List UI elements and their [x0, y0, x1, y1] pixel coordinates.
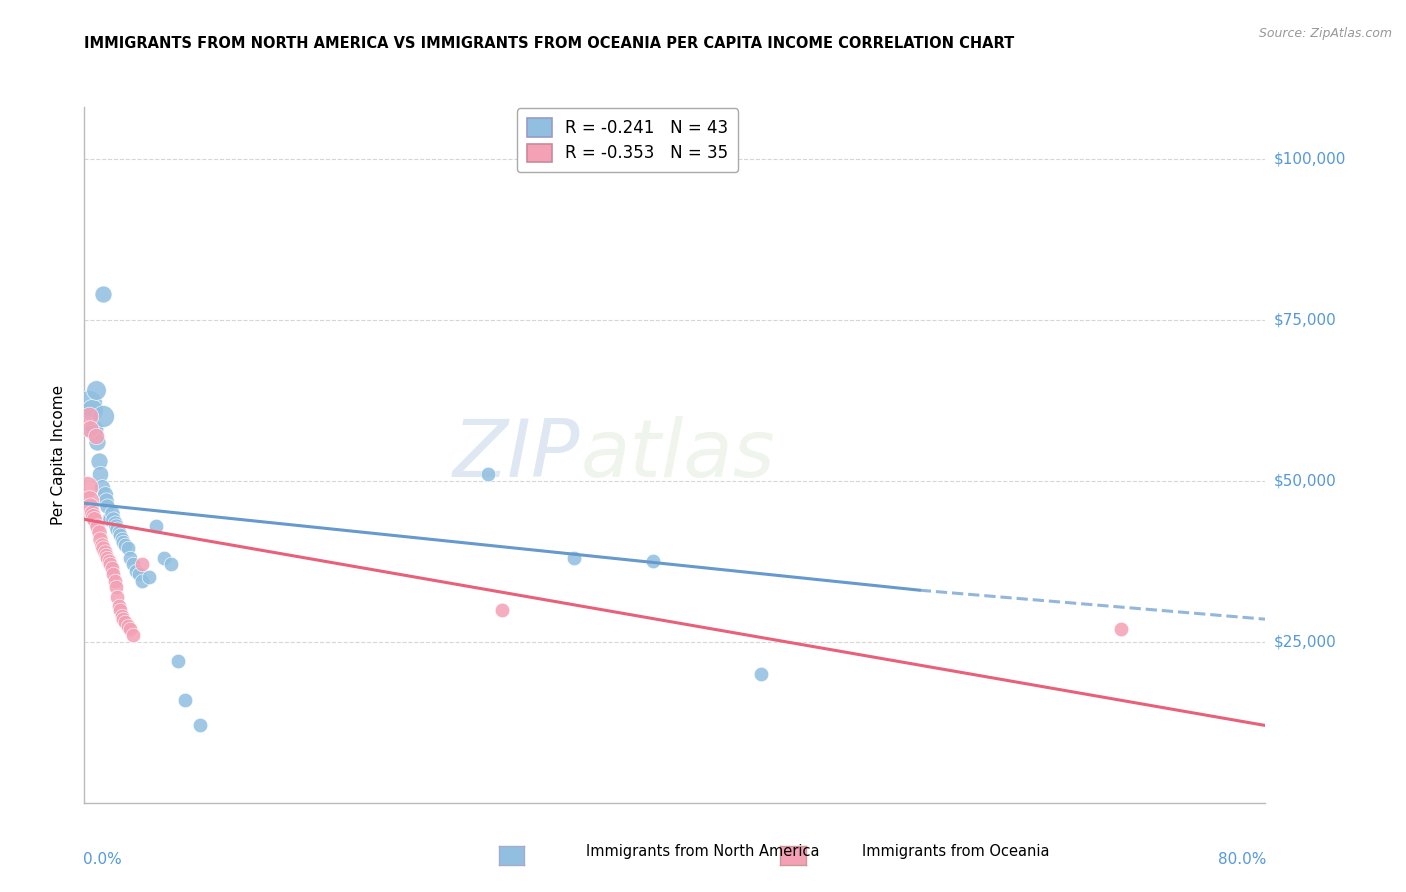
Point: [80, 506, 103, 520]
Point: [107, 522, 129, 536]
Point: [100, 506, 122, 520]
Point: [159, 558, 181, 572]
Point: [110, 528, 132, 542]
Point: [93, 486, 115, 500]
Point: [80, 402, 103, 417]
Point: [98, 512, 121, 526]
Point: [111, 609, 134, 624]
Point: [108, 599, 131, 614]
Point: [97, 512, 120, 526]
Point: [643, 554, 665, 568]
Point: [82, 509, 104, 524]
Point: [98, 558, 121, 572]
Point: [91, 286, 114, 301]
Text: 0.0%: 0.0%: [83, 852, 122, 866]
Text: IMMIGRANTS FROM NORTH AMERICA VS IMMIGRANTS FROM OCEANIA PER CAPITA INCOME CORRE: IMMIGRANTS FROM NORTH AMERICA VS IMMIGRA…: [84, 36, 1015, 51]
Point: [93, 544, 115, 558]
Point: [104, 574, 127, 588]
Point: [117, 618, 139, 632]
Point: [79, 500, 101, 514]
Text: $25,000: $25,000: [1274, 634, 1337, 649]
Point: [108, 525, 131, 540]
Text: 80.0%: 80.0%: [1218, 852, 1267, 866]
Point: [477, 467, 499, 482]
Point: [105, 518, 128, 533]
Point: [188, 718, 211, 732]
Point: [89, 532, 111, 546]
Point: [101, 512, 124, 526]
Point: [84, 428, 107, 442]
Point: [117, 541, 139, 556]
Point: [89, 467, 111, 482]
Text: $75,000: $75,000: [1274, 312, 1337, 327]
Point: [83, 422, 105, 436]
Point: [96, 551, 118, 566]
Text: $100,000: $100,000: [1274, 151, 1346, 166]
Point: [77, 396, 100, 410]
Point: [97, 554, 120, 568]
Point: [101, 567, 124, 582]
Text: Immigrants from Oceania: Immigrants from Oceania: [862, 845, 1050, 859]
Point: [90, 538, 112, 552]
Point: [104, 516, 127, 530]
Point: [138, 570, 160, 584]
Point: [77, 409, 100, 424]
Point: [152, 551, 174, 566]
Point: [76, 480, 98, 494]
Point: [131, 558, 153, 572]
Point: [122, 628, 145, 642]
Point: [131, 574, 153, 588]
Point: [120, 551, 142, 566]
Point: [112, 534, 135, 549]
Point: [96, 500, 118, 514]
Point: [100, 560, 122, 574]
Point: [122, 558, 145, 572]
Point: [110, 602, 132, 616]
Point: [91, 409, 114, 424]
Point: [77, 493, 100, 508]
Point: [112, 612, 135, 626]
Text: $50,000: $50,000: [1274, 473, 1337, 488]
Point: [105, 580, 128, 594]
Point: [167, 654, 190, 668]
Point: [86, 435, 108, 450]
Point: [562, 551, 585, 566]
Point: [86, 518, 108, 533]
Point: [111, 532, 134, 546]
Point: [87, 525, 110, 540]
Point: [1111, 622, 1133, 636]
Point: [79, 422, 101, 436]
Point: [174, 692, 197, 706]
Point: [125, 564, 148, 578]
Text: Immigrants from North America: Immigrants from North America: [586, 845, 820, 859]
Point: [114, 538, 136, 552]
Point: [80, 422, 103, 436]
Y-axis label: Per Capita Income: Per Capita Income: [51, 384, 66, 525]
Point: [94, 493, 117, 508]
Point: [107, 590, 129, 604]
Point: [120, 622, 142, 636]
Text: ZIP: ZIP: [453, 416, 581, 494]
Point: [94, 548, 117, 562]
Point: [91, 541, 114, 556]
Point: [84, 384, 107, 398]
Point: [128, 567, 150, 582]
Point: [145, 518, 167, 533]
Point: [83, 512, 105, 526]
Point: [87, 454, 110, 468]
Text: Source: ZipAtlas.com: Source: ZipAtlas.com: [1258, 27, 1392, 40]
Point: [114, 615, 136, 630]
Legend: R = -0.241   N = 43, R = -0.353   N = 35: R = -0.241 N = 43, R = -0.353 N = 35: [517, 109, 738, 172]
Point: [90, 480, 112, 494]
Point: [491, 602, 513, 616]
Text: atlas: atlas: [581, 416, 775, 494]
Point: [749, 667, 772, 681]
